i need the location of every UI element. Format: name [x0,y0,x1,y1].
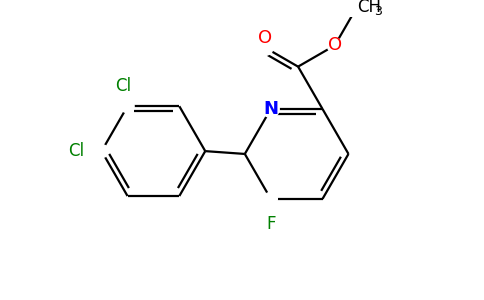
Text: F: F [266,215,275,233]
Circle shape [258,40,273,55]
Text: O: O [328,36,342,54]
Text: Cl: Cl [115,77,131,95]
Text: O: O [258,29,272,47]
Circle shape [95,145,108,158]
Circle shape [262,100,279,118]
Text: N: N [263,100,278,118]
Circle shape [327,38,342,53]
Text: Cl: Cl [69,142,85,160]
Text: 3: 3 [374,5,382,18]
Circle shape [264,192,277,206]
Circle shape [121,100,134,113]
Text: CH: CH [357,0,381,16]
